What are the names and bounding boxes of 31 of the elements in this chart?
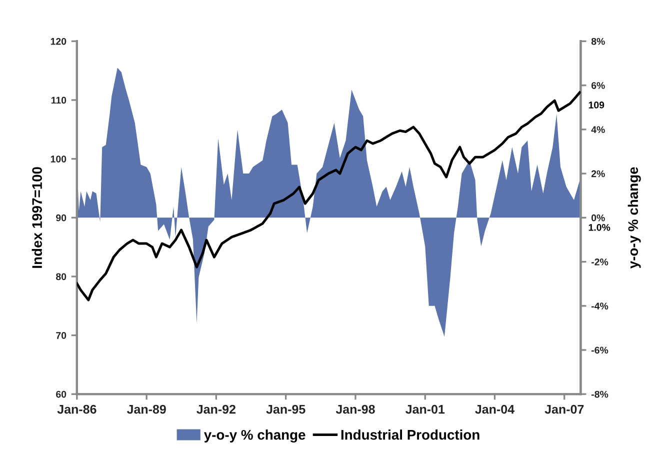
y2-tick-label: 6%	[591, 82, 605, 89]
y-tick-label: 60	[56, 390, 66, 398]
y-axis-title: Index 1997=100	[32, 167, 42, 268]
x-tick-label: Jan-98	[336, 404, 375, 414]
y-tick-label: 90	[56, 214, 66, 222]
y2-tick-label: 0%	[591, 214, 605, 222]
y-tick-label: 100	[50, 156, 66, 162]
y2-tick-label: -4%	[591, 302, 608, 310]
y-tick-label: 120	[50, 38, 66, 45]
text: 109	[588, 102, 604, 108]
y2-tick-label: -6%	[591, 346, 608, 354]
y2-tick-label: -2%	[591, 258, 608, 266]
y2-axis-title: y-o-y % change	[628, 167, 641, 268]
x-tick-label: Jan-01	[406, 404, 445, 414]
y-tick-label: 80	[56, 273, 66, 280]
x-tick-label: Jan-07	[544, 404, 584, 414]
y2-tick-label: 4%	[591, 126, 605, 134]
legend-label: Industrial Production	[341, 430, 480, 440]
x-tick-label: Jan-04	[475, 404, 514, 414]
y2-tick-label: -8%	[591, 390, 608, 398]
text: 1.0%	[588, 224, 610, 231]
line-series	[76, 91, 581, 302]
x-tick-label: Jan-95	[266, 404, 306, 414]
x-tick-label: Jan-86	[57, 404, 96, 414]
x-tick-label: Jan-89	[126, 404, 166, 414]
y2-tick-label: 2%	[591, 170, 605, 178]
y-tick-label: 110	[51, 96, 66, 104]
y2-tick-label: 8%	[591, 38, 605, 45]
x-tick-label: Jan-92	[196, 404, 236, 414]
legend-label: y-o-y % change	[204, 430, 306, 443]
y-tick-label: 70	[56, 332, 66, 339]
